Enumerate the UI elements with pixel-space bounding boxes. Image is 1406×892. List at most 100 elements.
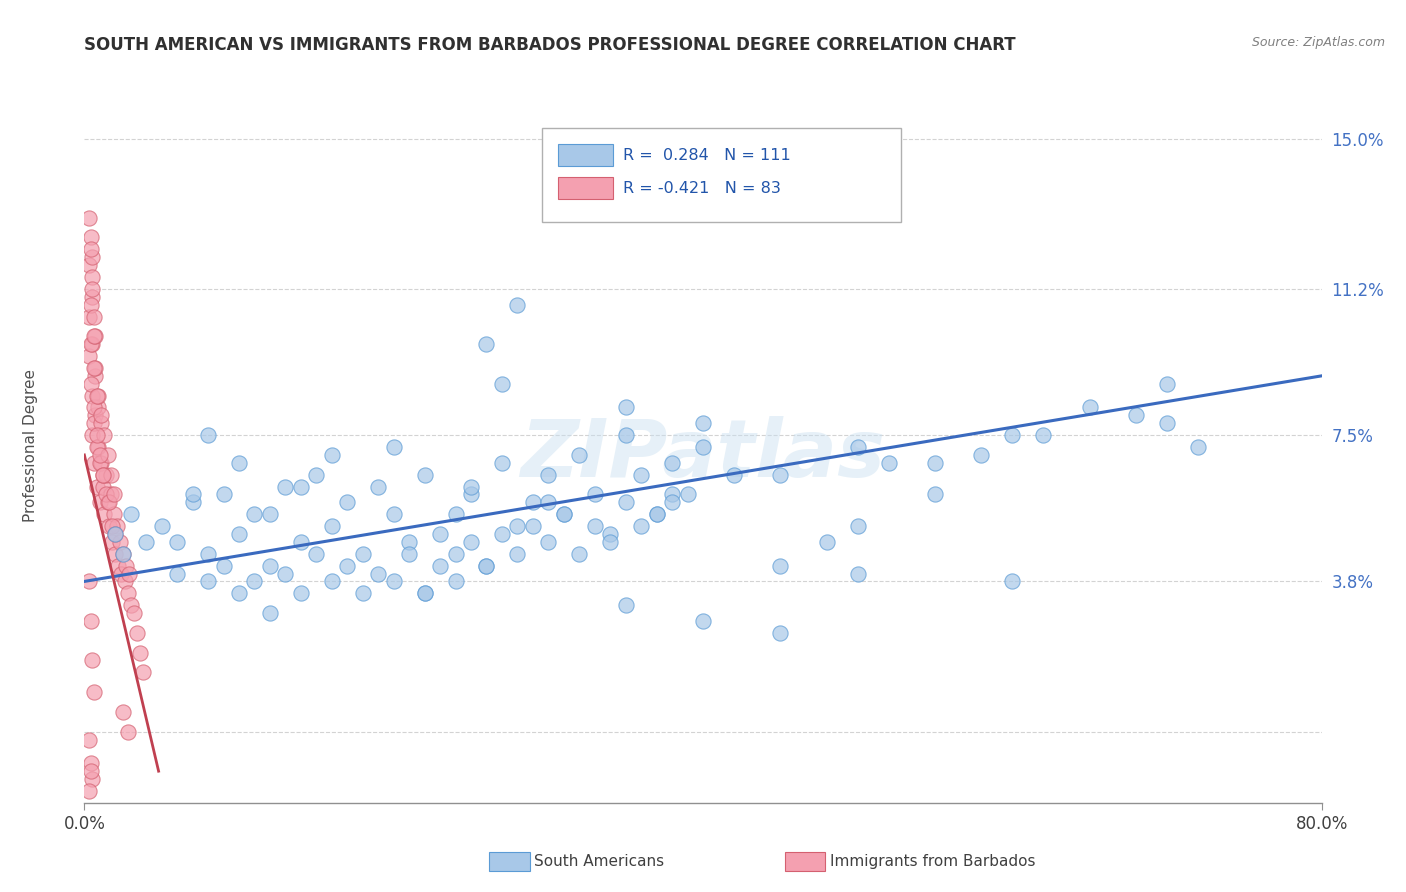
Point — [104, 547, 127, 561]
Point — [352, 547, 374, 561]
Point — [583, 519, 606, 533]
Point — [104, 527, 127, 541]
Text: R =  0.284   N = 111: R = 0.284 N = 111 — [623, 147, 790, 162]
Point — [86, 479, 108, 493]
Point — [91, 467, 114, 482]
Point — [413, 586, 436, 600]
Point — [103, 487, 125, 501]
Point — [1156, 376, 1178, 391]
Point — [444, 507, 467, 521]
Point — [84, 368, 107, 383]
Point — [77, 784, 100, 798]
Point — [77, 349, 100, 363]
Point — [630, 519, 652, 533]
Point — [228, 586, 250, 600]
Text: SOUTH AMERICAN VS IMMIGRANTS FROM BARBADOS PROFESSIONAL DEGREE CORRELATION CHART: SOUTH AMERICAN VS IMMIGRANTS FROM BARBAD… — [84, 36, 1017, 54]
Point — [506, 547, 529, 561]
Point — [89, 456, 111, 470]
Point — [82, 290, 104, 304]
Point — [212, 558, 235, 573]
Point — [84, 361, 107, 376]
Point — [197, 574, 219, 589]
Point — [125, 625, 148, 640]
Point — [846, 519, 869, 533]
Point — [86, 428, 108, 442]
Point — [87, 440, 110, 454]
Point — [475, 337, 498, 351]
Point — [321, 448, 343, 462]
Point — [86, 440, 108, 454]
Point — [79, 243, 101, 257]
Point — [86, 389, 108, 403]
Point — [537, 467, 560, 482]
Point — [93, 428, 115, 442]
Point — [90, 409, 112, 423]
Point — [769, 625, 792, 640]
Text: South Americans: South Americans — [534, 855, 665, 869]
Point — [924, 456, 946, 470]
Point — [166, 566, 188, 581]
Point — [243, 574, 266, 589]
Point — [112, 547, 135, 561]
Point — [82, 389, 104, 403]
Point — [100, 467, 122, 482]
Text: R = -0.421   N = 83: R = -0.421 N = 83 — [623, 181, 780, 196]
Point — [101, 534, 124, 549]
Point — [398, 547, 420, 561]
Point — [82, 653, 104, 667]
Point — [290, 586, 312, 600]
Point — [77, 574, 100, 589]
Point — [460, 479, 482, 493]
Point — [692, 417, 714, 431]
Point — [723, 467, 745, 482]
Point — [82, 337, 104, 351]
Point — [630, 467, 652, 482]
Point — [290, 534, 312, 549]
Point — [77, 310, 100, 324]
Point — [98, 495, 121, 509]
Point — [114, 574, 136, 589]
Point — [84, 329, 107, 343]
Point — [661, 456, 683, 470]
Point — [506, 519, 529, 533]
Point — [91, 479, 114, 493]
Point — [79, 337, 101, 351]
Point — [90, 417, 112, 431]
Text: Source: ZipAtlas.com: Source: ZipAtlas.com — [1251, 36, 1385, 49]
Point — [129, 646, 152, 660]
Point — [83, 310, 105, 324]
Point — [110, 566, 132, 581]
Point — [117, 724, 139, 739]
Point — [79, 614, 101, 628]
Point — [475, 558, 498, 573]
Point — [181, 495, 204, 509]
Point — [89, 448, 111, 462]
Point — [87, 389, 110, 403]
Point — [305, 547, 328, 561]
Point — [82, 270, 104, 285]
Point — [614, 495, 637, 509]
Point — [1187, 440, 1209, 454]
Text: Immigrants from Barbados: Immigrants from Barbados — [830, 855, 1035, 869]
Point — [94, 467, 117, 482]
Point — [77, 258, 100, 272]
Point — [877, 456, 900, 470]
Point — [336, 495, 359, 509]
Point — [692, 614, 714, 628]
Point — [1001, 428, 1024, 442]
Point — [83, 401, 105, 415]
Point — [79, 298, 101, 312]
Point — [583, 487, 606, 501]
Point — [1001, 574, 1024, 589]
Point — [77, 211, 100, 225]
Point — [96, 448, 118, 462]
Point — [93, 507, 115, 521]
Point — [846, 566, 869, 581]
Point — [614, 401, 637, 415]
Point — [96, 495, 118, 509]
Point — [79, 376, 101, 391]
Point — [444, 547, 467, 561]
Point — [83, 456, 105, 470]
Point — [82, 282, 104, 296]
Point — [537, 495, 560, 509]
